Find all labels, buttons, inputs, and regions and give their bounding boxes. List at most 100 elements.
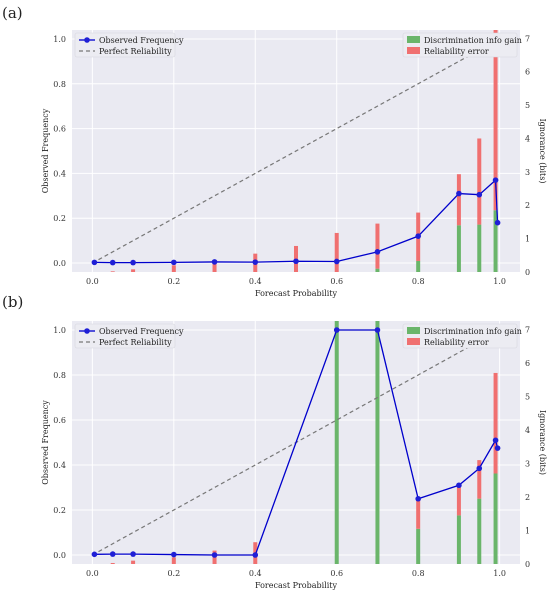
observed-frequency-point [415,233,421,239]
y-tick-label: 0.2 [53,214,66,223]
y-tick-label: 0.2 [53,506,66,515]
legend-right: Discrimination info gain Reliability erro… [402,32,522,58]
y-tick-label: 0.8 [53,371,66,380]
observed-frequency-point [492,437,499,444]
observed-frequency-point [171,551,177,558]
y2-tick-label: 3 [525,168,530,177]
bar-reliability-error [477,460,482,499]
bar-reliability-error [375,223,380,269]
y-tick-label: 1.0 [53,326,66,335]
x-tick-label: 0.2 [167,569,180,578]
x-axis-label: Forecast Probability [255,289,338,298]
bar-discrimination-info-gain [456,515,461,564]
legend-discrimination-swatch [407,327,420,334]
observed-frequency-point [130,259,136,266]
legend-left-box [74,323,176,349]
y2-tick-label: 0 [525,268,530,277]
y2-tick-label: 2 [525,201,530,210]
observed-frequency-line [94,178,499,264]
observed-frequency-point [415,495,421,502]
bar-discrimination-info-gain [477,498,482,564]
bar-reliability-error [110,562,115,564]
y-axis-label: Observed Frequency [41,108,50,193]
x-tick-label: 0.0 [86,569,99,578]
bar-reliability-error [493,372,498,474]
observed-frequency-point [374,249,381,255]
observed-frequency-point [211,552,218,558]
y2-tick-label: 1 [525,235,530,244]
observed-frequency-point [492,177,499,183]
bar-discrimination-info-gain [334,321,339,564]
legend-observed-label: Observed Frequency [99,36,184,45]
y2-tick-label: 7 [525,34,530,43]
bar-reliability-error [212,261,217,272]
legend-discrimination-label: Discrimination info gain [424,327,522,336]
y-tick-label: 0.6 [53,416,66,425]
legend-right: Discrimination info gain Reliability erro… [402,323,522,349]
observed-frequency-point [91,259,98,266]
legend-observed-marker [84,328,90,334]
bar-reliability-error [493,30,498,211]
legend-right-box [402,323,518,349]
x-tick-label: 0.4 [249,569,262,578]
x-tick-label: 0.0 [86,277,99,286]
bar-discrimination-info-gain [375,321,380,564]
legend-perfect-label: Perfect Reliability [99,338,172,347]
y-tick-label: 0.0 [53,551,66,560]
y-axis-label: Observed Frequency [41,400,50,485]
x-tick-label: 1.0 [493,277,506,286]
y2-tick-label: 5 [525,101,530,110]
observed-frequency-point [91,551,98,558]
grid-lines [72,30,520,272]
plot-content [91,30,501,272]
legend-reliability-label: Reliability error [424,47,489,56]
y2-axis-label: Ignorance (bits) [538,119,547,184]
bar-reliability-error [334,232,339,272]
x-tick-label: 0.8 [412,277,425,286]
x-tick-label: 1.0 [493,569,506,578]
observed-frequency-point [171,259,177,266]
y2-tick-label: 4 [525,134,530,143]
y-tick-label: 0.0 [53,259,66,268]
bar-discrimination-info-gain [456,225,461,272]
panel-label: (b) [2,293,23,311]
legend-left-box [74,32,176,58]
y2-tick-label: 3 [525,459,530,468]
y-tick-label: 1.0 [53,35,66,44]
bar-reliability-error [416,498,421,529]
observed-frequency-point [494,219,501,226]
y-tick-label: 0.8 [53,80,66,89]
observed-frequency-point [252,259,259,265]
observed-frequency-point [494,445,501,451]
legend-observed-label: Observed Frequency [99,327,184,336]
x-tick-label: 0.4 [249,277,262,286]
bar-discrimination-info-gain [416,260,421,272]
legend-reliability-swatch [407,338,420,345]
legend-discrimination-label: Discrimination info gain [424,36,522,45]
legend-perfect-label: Perfect Reliability [99,47,172,56]
observed-frequency-point [476,465,483,472]
observed-frequency-point [456,482,462,489]
observed-frequency-point [476,191,483,198]
y-tick-label: 0.4 [53,461,66,470]
y2-tick-label: 0 [525,560,530,569]
x-tick-label: 0.8 [412,569,425,578]
bar-reliability-error [171,557,176,564]
observed-frequency-point [374,327,381,333]
y2-tick-label: 5 [525,392,530,401]
legend-reliability-label: Reliability error [424,338,489,347]
bar-reliability-error [110,271,115,272]
observed-frequency-point [109,551,116,557]
bar-reliability-error [456,174,461,226]
legend-left: Observed Frequency Perfect Reliability [74,323,184,349]
y2-tick-label: 7 [525,325,530,334]
observed-frequency-point [333,258,340,265]
y2-tick-label: 1 [525,526,530,535]
x-tick-label: 0.2 [167,277,180,286]
y2-axis-label: Ignorance (bits) [538,410,547,475]
y2-tick-label: 2 [525,493,530,502]
x-axis-label: Forecast Probability [255,581,338,590]
legend-observed-marker [84,37,90,43]
observed-frequency-point [333,327,340,333]
legend-discrimination-swatch [407,36,420,43]
